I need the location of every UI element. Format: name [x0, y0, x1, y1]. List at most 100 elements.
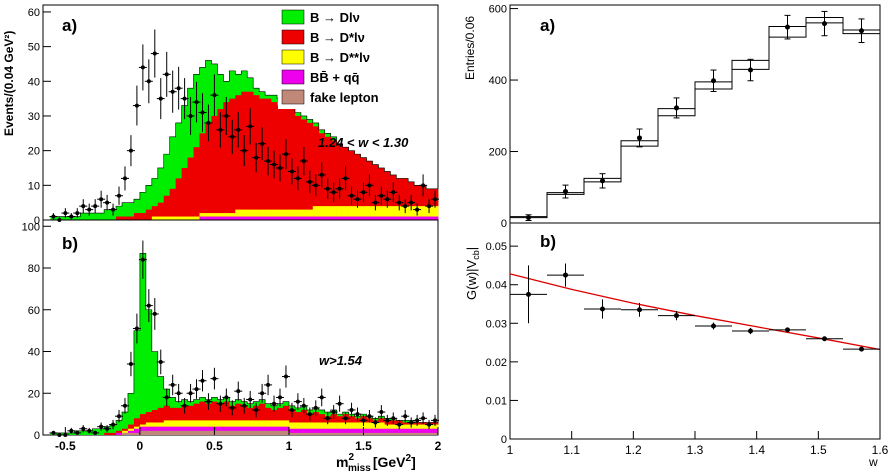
dss-bar — [265, 209, 272, 220]
data-point — [164, 395, 169, 400]
data-point — [81, 426, 86, 431]
dss-bar — [366, 206, 373, 220]
data-point — [176, 391, 181, 396]
dlnu-bar — [151, 178, 159, 220]
dss-bar — [312, 206, 320, 220]
dlnu-bar — [104, 209, 111, 220]
data-point — [122, 403, 127, 408]
bbqq-bar — [336, 428, 343, 435]
x-axis-ticks: -0.5 0 0.5 1 1.5 2 — [55, 427, 442, 453]
data-point — [361, 418, 366, 423]
y-tick-label: 0 — [34, 430, 40, 442]
bbqq-bar — [384, 216, 391, 220]
data-point — [260, 141, 265, 146]
dlnu-bar — [68, 432, 75, 435]
data-point — [188, 113, 193, 118]
dss-bar — [324, 206, 331, 220]
dss-bar — [354, 206, 361, 220]
dss-bar — [169, 216, 176, 220]
data-point — [146, 303, 151, 308]
fake-lepton-bar — [217, 430, 224, 435]
data-point — [176, 86, 181, 91]
fake-lepton-bar — [324, 432, 331, 435]
data-point — [87, 428, 92, 433]
fake-lepton-bar — [247, 430, 254, 435]
dss-bar — [342, 206, 349, 220]
data-point — [51, 430, 56, 435]
panel-label: a) — [540, 16, 555, 35]
dstar-bar — [139, 213, 147, 220]
dss-bar — [306, 209, 314, 220]
bbqq-bar — [372, 216, 379, 220]
data-point — [188, 391, 193, 396]
fake-lepton-bar — [378, 432, 385, 435]
data-point — [242, 148, 247, 153]
bbqq-bar — [360, 216, 367, 220]
data-point — [859, 346, 864, 352]
bbqq-bar — [318, 428, 326, 435]
fake-lepton-bar — [390, 432, 397, 435]
fake-lepton-bar — [145, 430, 153, 435]
data-point — [51, 214, 56, 219]
data-point — [403, 414, 408, 419]
data-point — [224, 113, 229, 118]
bbqq-bar — [366, 428, 373, 435]
data-point — [313, 183, 318, 188]
dstar-bar — [223, 401, 230, 435]
dlnu-bar — [145, 309, 153, 435]
x-tick-label: 1.1 — [563, 443, 580, 457]
dstar-bar — [151, 206, 159, 220]
bbqq-bar — [300, 216, 308, 220]
dss-bar — [247, 209, 254, 220]
dss-bar — [271, 209, 278, 220]
bbqq-bar — [414, 216, 421, 220]
data-point — [128, 362, 133, 367]
dstar-bar — [187, 157, 194, 220]
dss-bar — [175, 216, 182, 220]
x-tick-label: 1.4 — [748, 443, 765, 457]
data-point — [637, 307, 642, 313]
bbqq-bar — [342, 216, 349, 220]
y-axis-ticks: 0 10 20 30 40 50 60 — [28, 7, 51, 227]
panel-left-b: 0 20 40 60 80 100 -0.5 0 0.5 1 1.5 2 b) w>1.54 m2 m… — [22, 219, 442, 473]
data-point — [206, 399, 211, 404]
x-tick-label: 1.5 — [355, 439, 372, 453]
dss-bar — [384, 206, 391, 220]
bbqq-bar — [354, 428, 361, 435]
dss-bar — [241, 209, 248, 220]
dss-bar — [193, 216, 200, 220]
dlnu-bar — [110, 424, 117, 435]
data-point — [93, 430, 98, 435]
dlnu-bar — [127, 393, 135, 435]
data-point — [337, 401, 342, 406]
x-tick-label: 1 — [507, 443, 514, 457]
dlnu-bar — [175, 122, 182, 220]
dstar-bar — [205, 403, 212, 435]
bbqq-bar — [324, 216, 331, 220]
y-tick-label: 20 — [28, 388, 40, 400]
dstar-bar — [151, 409, 159, 435]
data-point — [182, 403, 187, 408]
data-point — [200, 110, 205, 115]
dlnu-bar — [122, 412, 129, 435]
bbqq-bar — [366, 216, 373, 220]
fake-lepton-bar — [139, 430, 147, 435]
data-point — [325, 416, 330, 421]
data-point — [236, 389, 241, 394]
data-point — [409, 420, 414, 425]
fake-lepton-bar — [235, 430, 242, 435]
data-point — [272, 162, 277, 167]
fake-lepton-bar — [384, 432, 391, 435]
y-axis-title: G(w)|Vcb| — [464, 247, 481, 300]
data-point — [134, 103, 139, 108]
dss-bar — [318, 206, 326, 220]
bbqq-bar — [318, 216, 326, 220]
dlnu-bar — [139, 253, 147, 435]
y-tick-label: 0 — [34, 215, 40, 227]
x-tick-label: 1.6 — [872, 443, 889, 457]
panel-label: b) — [62, 234, 78, 253]
dss-bar — [300, 209, 308, 220]
data-point — [319, 172, 324, 177]
bbqq-bar — [241, 216, 248, 220]
data-point — [526, 291, 531, 297]
